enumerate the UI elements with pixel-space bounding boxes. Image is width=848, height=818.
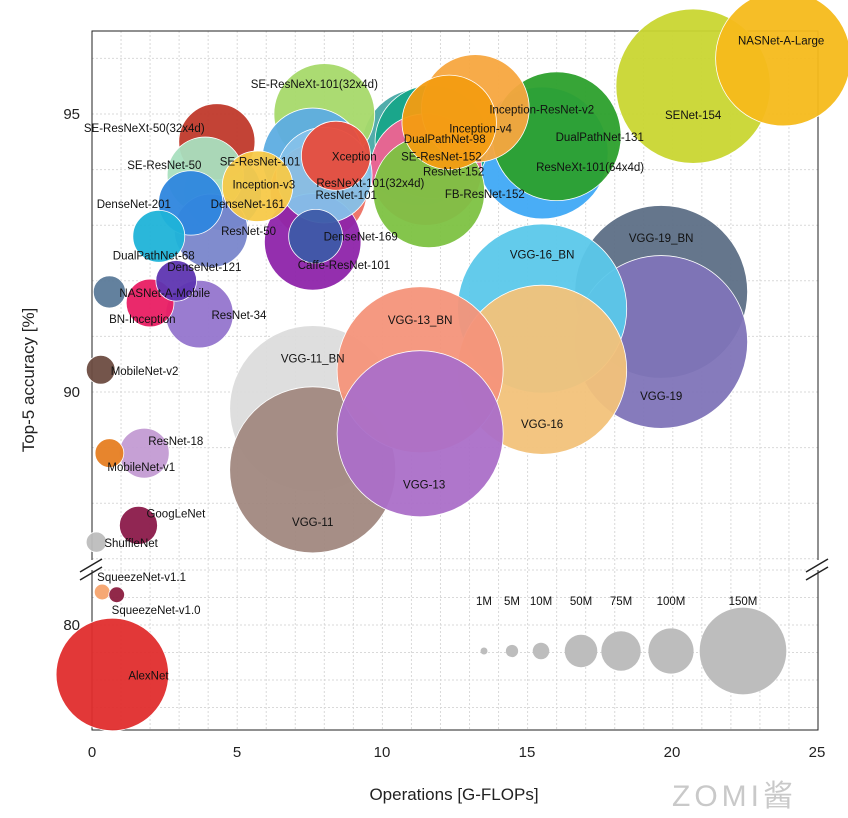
y-tick-label: 80: [63, 617, 80, 634]
bubble-densenet-169: [288, 208, 343, 264]
bubble-label: Inception-v3: [233, 179, 296, 191]
x-axis-label: Operations [G-FLOPs]: [369, 785, 538, 804]
bubble-label: SE-ResNet-101: [220, 156, 301, 168]
bubble-mobilenet-v2: [85, 354, 116, 385]
bubble-label: Inception-ResNet-v2: [489, 104, 594, 116]
bubble-label: DenseNet-201: [97, 199, 171, 211]
bubble-dualpathnet-68: [132, 209, 186, 263]
x-tick-label: 15: [519, 744, 536, 761]
bubble-densenet-121: [155, 260, 197, 302]
size-legend-label: 50M: [570, 596, 592, 608]
bubbles: [55, 0, 848, 732]
bubble-inception-v3: [221, 150, 294, 222]
size-legend-label: 5M: [504, 596, 520, 608]
bubble-vgg-13: [336, 350, 504, 518]
bubble-label: NASNet-A-Large: [738, 35, 824, 47]
x-tick-label: 5: [233, 744, 241, 761]
bubble-label: DualPathNet-68: [113, 250, 195, 262]
size-legend-bubble: [480, 647, 488, 655]
size-legend-bubble: [601, 631, 641, 671]
size-legend-bubble: [564, 634, 598, 668]
bubble-mobilenet-v1: [94, 438, 125, 468]
bubble-label: VGG-16_BN: [510, 250, 575, 262]
bubble-inception-v4: [401, 74, 497, 170]
bubble-label: DualPathNet-131: [556, 132, 644, 144]
bubble-squeezenet-v1-0: [108, 586, 125, 604]
bubble-alexnet: [55, 617, 169, 732]
bubble-label: Inception-v4: [449, 123, 512, 135]
size-legend-label: 75M: [610, 596, 632, 608]
x-tick-label: 25: [809, 744, 826, 761]
tick-labels: 0 5 10 15 20 25 80 90 95: [63, 106, 825, 761]
size-legend-label: 10M: [530, 596, 552, 608]
size-legend-label: 150M: [729, 596, 758, 608]
bubble-label: SE-ResNet-152: [401, 151, 482, 163]
bubble-label: SE-ResNeXt-101(32x4d): [251, 79, 378, 91]
size-legend-label: 100M: [657, 596, 686, 608]
bubble-label: SqueezeNet-v1.1: [97, 572, 186, 584]
x-tick-label: 10: [374, 744, 391, 761]
bubble-label: SENet-154: [665, 110, 722, 122]
bubble-label: DualPathNet-98: [404, 134, 486, 146]
bubble-label: VGG-19_BN: [629, 233, 694, 245]
y-tick-label: 95: [63, 106, 80, 123]
bubble-label: DenseNet-169: [324, 231, 398, 243]
bubble-label: SqueezeNet-v1.0: [112, 605, 201, 617]
bubble-label: ResNet-152: [423, 167, 484, 179]
bubble-label: SE-ResNeXt-50(32x4d): [84, 123, 205, 135]
bubble-nasnet-a-mobile: [92, 275, 126, 309]
bubble-label: ResNet-50: [221, 226, 276, 238]
bubble-label: FB-ResNet-152: [445, 189, 525, 201]
bubble-label: VGG-11_BN: [281, 354, 345, 366]
bubble-label: ResNet-101: [316, 190, 377, 202]
size-legend-bubble: [699, 607, 787, 695]
bubble-labels: NASNet-A-Large SENet-154 SE-ResNeXt-101(32…: [84, 35, 824, 682]
axis-break-left: [79, 558, 103, 581]
bubble-googlenet: [119, 505, 158, 545]
bubble-label: DenseNet-121: [167, 262, 241, 274]
bubble-label: ResNeXt-101(32x4d): [316, 178, 424, 190]
bubble-label: VGG-13_BN: [388, 315, 453, 327]
bubble-label: VGG-19: [640, 391, 682, 403]
y-tick-label: 90: [63, 384, 80, 401]
bubble-label: VGG-11: [292, 517, 333, 529]
size-legend-bubble: [648, 628, 694, 674]
x-tick-label: 0: [88, 744, 96, 761]
size-legend-bubble: [505, 644, 519, 658]
bubble-nasnet-a-large: [715, 0, 848, 127]
size-legend-bubble: [532, 642, 550, 660]
size-legend-label: 1M: [476, 596, 492, 608]
bubble-label: VGG-16: [521, 419, 563, 431]
bubble-label: ResNeXt-101(64x4d): [536, 162, 644, 174]
bubble-label: GoogLeNet: [146, 508, 206, 520]
bubble-label: MobileNet-v1: [107, 462, 175, 474]
bubble-squeezenet-v1-1: [93, 583, 111, 601]
bubble-label: VGG-13: [403, 480, 445, 492]
bubble-label: ResNet-18: [148, 436, 203, 448]
size-legend: 1M 5M 10M 50M 75M 100M 150M: [476, 596, 787, 695]
bubble-label: ResNet-34: [211, 310, 267, 322]
axis-break-right: [805, 558, 829, 581]
bubble-xception: [301, 120, 371, 191]
y-axis-label: Top-5 accuracy [%]: [19, 308, 38, 453]
bubble-label: AlexNet: [128, 671, 169, 683]
bubble-label: NASNet-A-Mobile: [119, 288, 210, 300]
bubble-label: BN-Inception: [109, 314, 175, 326]
bubble-label: MobileNet-v2: [111, 366, 179, 378]
bubble-label: Caffe-ResNet-101: [298, 260, 390, 272]
watermark: ZOMI酱: [672, 780, 797, 813]
bubble-label: DenseNet-161: [211, 199, 285, 211]
bubble-label: ShuffleNet: [104, 538, 158, 550]
x-tick-label: 20: [664, 744, 681, 761]
bubble-label: Xception: [332, 152, 377, 164]
bubble-shufflenet: [85, 531, 107, 553]
bubble-label: SE-ResNet-50: [127, 160, 201, 172]
